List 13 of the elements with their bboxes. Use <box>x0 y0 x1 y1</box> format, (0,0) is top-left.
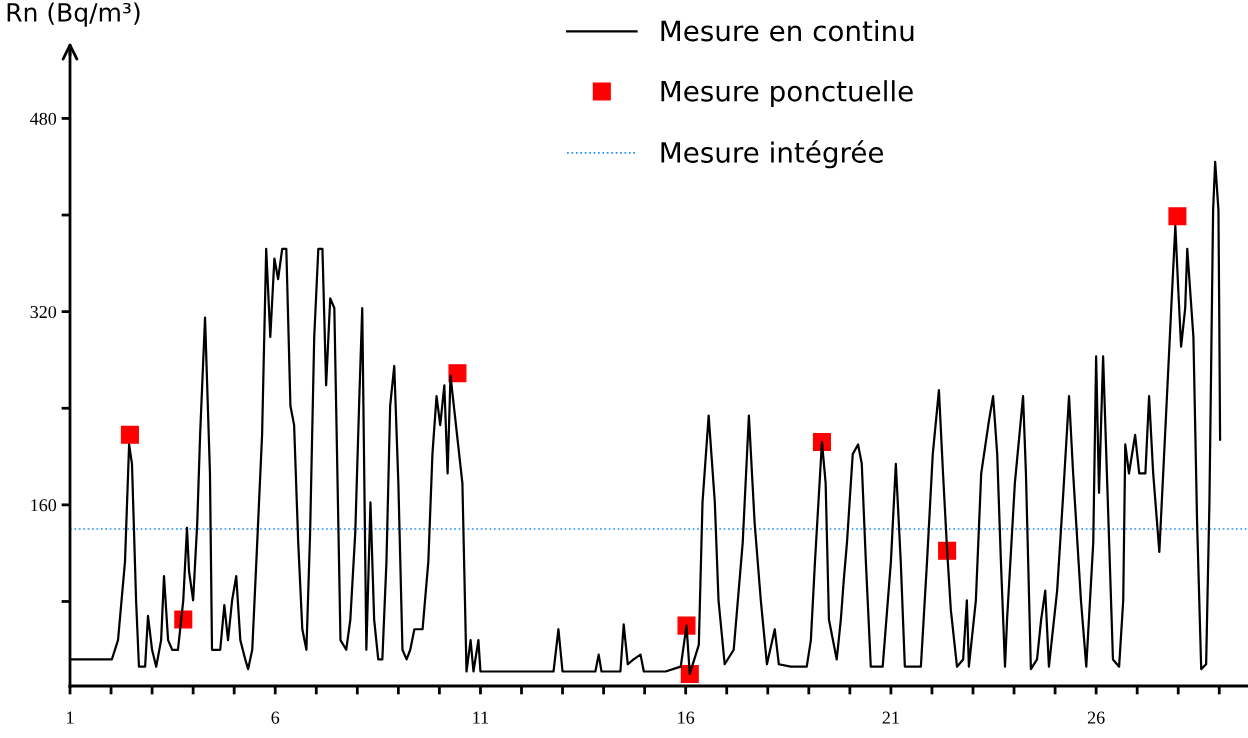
x-tick-label: 16 <box>678 711 695 724</box>
x-tick-label: 6 <box>271 711 280 724</box>
y-tick-label: 480 <box>30 112 57 125</box>
y-tick-label: 320 <box>30 305 57 319</box>
legend-label: Mesure ponctuelle <box>661 80 913 108</box>
y-axis-title: Rn (Bq/m³) <box>7 2 140 27</box>
y-tick-label: 160 <box>31 499 57 512</box>
x-tick-label: 1 <box>67 711 74 724</box>
x-tick-label: 11 <box>473 711 489 724</box>
legend-label: Mesure intégrée <box>661 140 884 169</box>
legend-label: Mesure en continu <box>661 19 914 42</box>
x-tick-label: 21 <box>882 711 899 724</box>
x-tick-label: 26 <box>1087 711 1105 724</box>
